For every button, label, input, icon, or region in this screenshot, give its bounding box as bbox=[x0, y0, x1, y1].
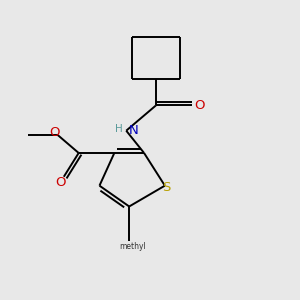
Text: S: S bbox=[162, 181, 170, 194]
Text: O: O bbox=[195, 99, 205, 112]
Text: methyl: methyl bbox=[119, 242, 146, 251]
Text: H: H bbox=[115, 124, 123, 134]
Text: O: O bbox=[56, 176, 66, 189]
Text: N: N bbox=[129, 124, 139, 137]
Text: O: O bbox=[50, 126, 60, 139]
